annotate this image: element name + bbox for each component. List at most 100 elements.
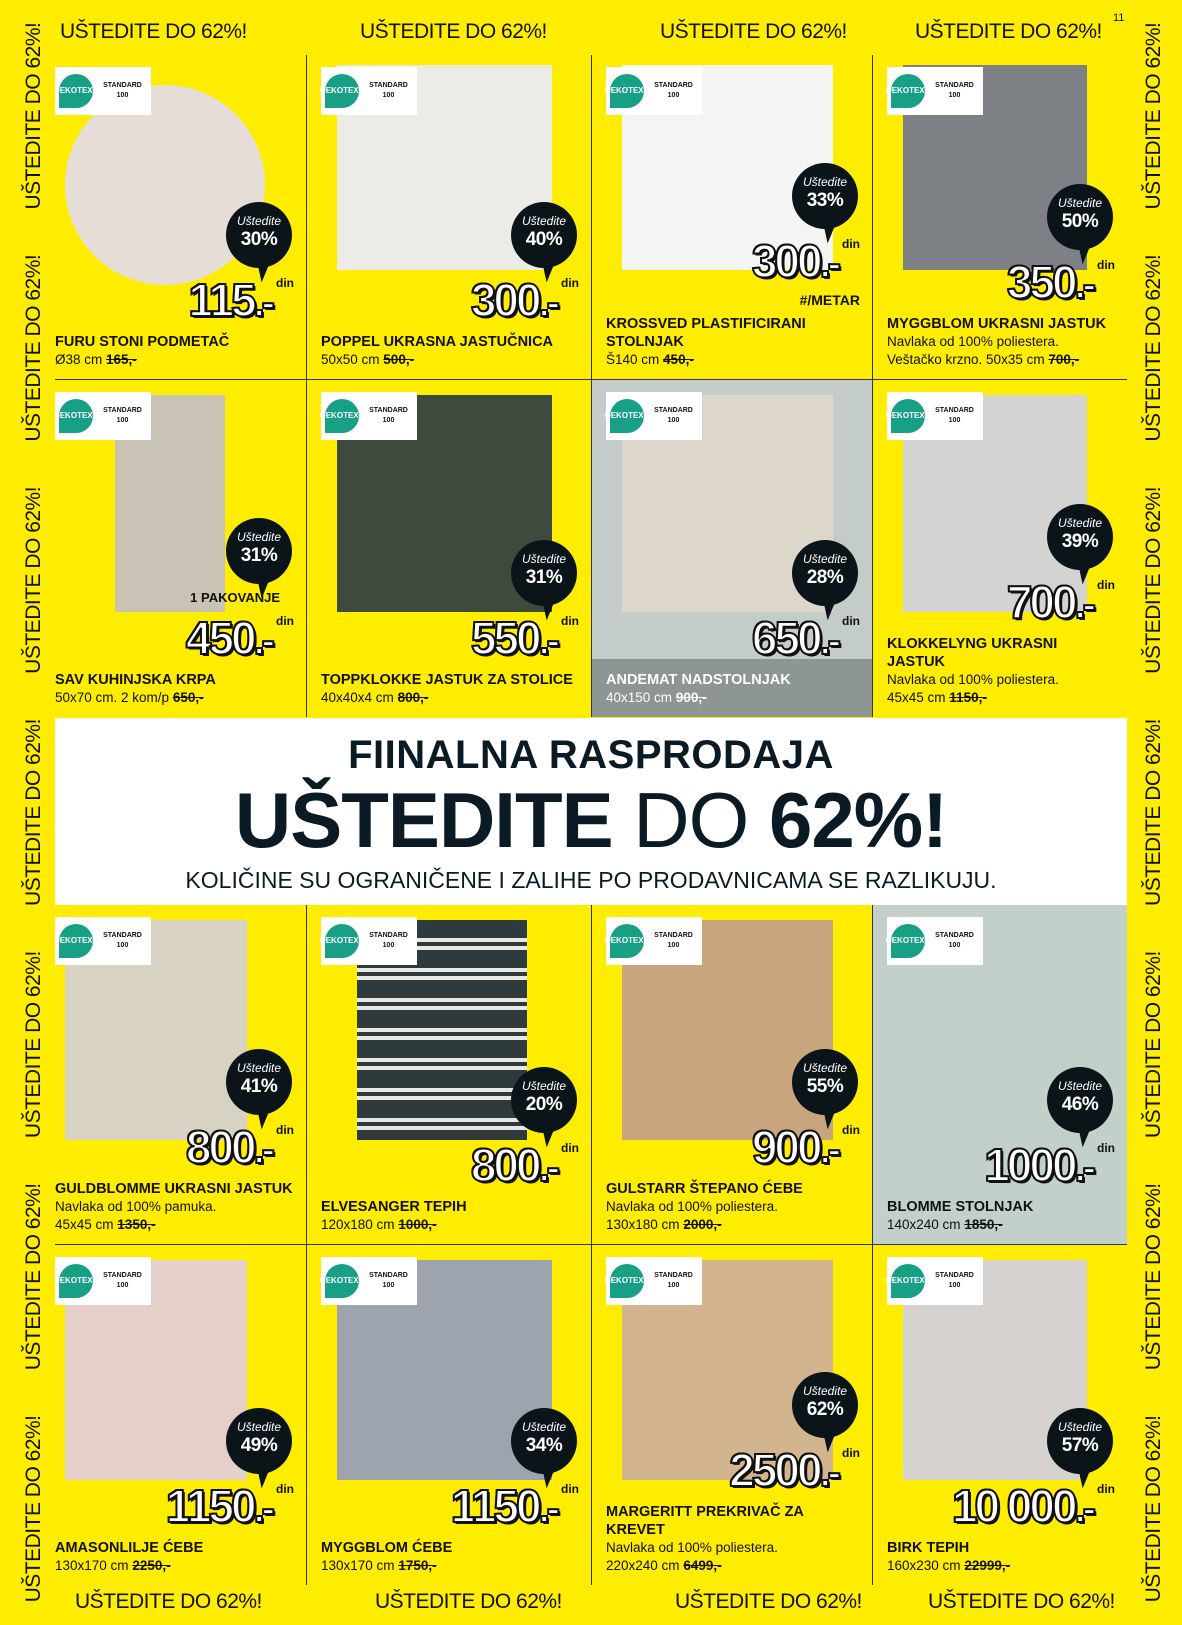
old-price: 2000,- [683,1217,722,1232]
price-value: 1150.- [165,1481,276,1533]
product-card[interactable]: OEKO TEX® STANDARD 100 Uštedite 20% 800.- din EL… [307,905,592,1245]
side-slogan: UŠTEDITE DO 62%! [22,951,45,1139]
size-text: Š140 cm [606,352,660,367]
oeko-standard-number: 100 [116,417,129,424]
size-text: 45x45 cm [887,690,946,705]
price-suffix: .- [538,280,562,326]
oeko-standard-label: STANDARD [369,82,408,89]
oeko-standard: STANDARD 100 [930,406,979,426]
oeko-standard-number: 100 [382,1282,395,1289]
product-size: Š140 cm 450,- [606,351,860,369]
savings-label: Uštedite [802,1384,848,1398]
product-card[interactable]: OEKO TEX® STANDARD 100 Uštedite 40% 300.- din PO… [307,55,592,380]
product-description: Navlaka od 100% poliestera. [887,334,1059,349]
side-slogan: UŠTEDITE DO 62%! [1142,1415,1165,1603]
currency-label: din [842,1123,860,1137]
product-card[interactable]: OEKO TEX® STANDARD 100 Uštedite 31% 1 PAKOVANJ… [55,380,307,717]
oeko-brand: TEX® [343,86,365,95]
oeko-tex-badge: OEKO TEX® STANDARD 100 [886,392,983,440]
product-name: KROSSVED PLASTIFICIRANI STOLNJAK [606,316,806,350]
product-name: FURU STONI PODMETAČ [55,334,230,350]
old-price: 165,- [106,352,137,367]
side-slogan: UŠTEDITE DO 62%! [1142,254,1165,442]
product-card[interactable]: OEKO TEX® STANDARD 100 Uštedite 33% 300.- din #/… [592,55,873,380]
old-price: 450,- [663,352,694,367]
price-tag: 350.- din [1006,257,1115,309]
savings-bubble: Uštedite 49% [226,1408,292,1474]
oeko-tex-badge: OEKO TEX® STANDARD 100 [605,917,702,965]
savings-percent: 50% [1061,211,1099,232]
product-card[interactable]: OEKO TEX® STANDARD 100 Uštedite 57% 10 000.- di… [873,1245,1127,1585]
oeko-standard-label: STANDARD [654,1272,693,1279]
price-amount: 800 [470,1139,543,1191]
old-price: 1350,- [117,1217,156,1232]
oeko-tex-badge: OEKO TEX® STANDARD 100 [320,67,417,115]
price-tag: 300.- din [751,236,860,288]
price-suffix: .- [253,1127,277,1173]
oeko-standard-label: STANDARD [369,1272,408,1279]
left-side-slogans: UŠTEDITE DO 62%! UŠTEDITE DO 62%! UŠTEDITE… [14,0,54,1625]
currency-label: din [276,276,294,290]
product-card[interactable]: OEKO TEX® STANDARD 100 Uštedite 62% 2500.- din M… [592,1245,873,1585]
product-description: Navlaka od 100% pamuka. [55,1199,217,1214]
price-suffix: .- [253,618,277,664]
product-card[interactable]: OEKO TEX® STANDARD 100 Uštedite 31% 550.- din TO… [307,380,592,717]
footer-slogan: UŠTEDITE DO 62%! [75,1590,262,1613]
savings-bubble: Uštedite 41% [226,1049,292,1115]
savings-percent: 62% [806,1399,844,1420]
price-suffix: .- [538,1486,562,1532]
name-bar [592,659,872,717]
oeko-tex-badge: OEKO TEX® STANDARD 100 [320,917,417,965]
savings-label: Uštedite [236,214,282,228]
old-price: 500,- [383,352,415,367]
price-value: 800.- [470,1139,561,1192]
size-text: 40x150 cm [606,690,673,705]
side-slogan: UŠTEDITE DO 62%! [22,1183,45,1371]
product-size: 40x150 cm 900,- [606,689,860,707]
savings-bubble: Uštedite 34% [511,1408,577,1474]
savings-label: Uštedite [236,1061,282,1075]
oeko-tex-logo: OEKO TEX® [605,1264,650,1298]
product-name: MYGGBLOM ĆEBE [321,1540,453,1556]
product-card[interactable]: OEKO TEX® STANDARD 100 Uštedite 55% 900.- din GU… [592,905,873,1245]
oeko-tex-logo: OEKO TEX® [55,924,99,958]
savings-percent: 31% [525,567,563,588]
oeko-tex-badge: OEKO TEX® STANDARD 100 [55,392,151,440]
product-card[interactable]: OEKO TEX® STANDARD 100 Uštedite 46% 1000.- din B… [873,905,1127,1245]
oeko-standard: STANDARD 100 [930,1271,979,1291]
oeko-standard-label: STANDARD [935,82,974,89]
size-text: 130x180 cm [606,1217,680,1232]
product-name: ELVESANGER TEPIH [321,1199,467,1215]
oeko-tex-badge: OEKO TEX® STANDARD 100 [55,1257,151,1305]
oeko-standard-label: STANDARD [935,932,974,939]
currency-label: din [1097,258,1115,272]
product-card[interactable]: OEKO TEX® STANDARD 100 Uštedite 30% 115.- din FU… [55,55,307,380]
product-size: 130x170 cm 1750,- [321,1557,579,1575]
currency-label: din [276,614,294,628]
price-value: 300.- [470,275,562,327]
price-value: 10 000.- [951,1481,1097,1533]
price-amount: 800 [185,1121,258,1173]
product-card[interactable]: OEKO TEX® STANDARD 100 Uštedite 49% 1150.- din A… [55,1245,307,1585]
price-value: 350.- [1006,257,1097,309]
size-text: 220x240 cm [606,1558,680,1573]
savings-label: Uštedite [802,1061,848,1075]
oeko-brand: OEKO [604,86,629,95]
oeko-standard-number: 100 [667,92,680,99]
product-card[interactable]: OEKO TEX® STANDARD 100 Uštedite 50% 350.- din MY… [873,55,1127,380]
footer-slogan: UŠTEDITE DO 62%! [675,1590,862,1613]
oeko-standard-number: 100 [382,942,395,949]
oeko-tex-logo: OEKO TEX® [55,1264,99,1298]
product-card[interactable]: OEKO TEX® STANDARD 100 Uštedite 41% 800.- din GU… [55,905,307,1245]
side-slogan: UŠTEDITE DO 62%! [22,486,45,674]
old-price: 700,- [1048,352,1080,367]
product-card[interactable]: OEKO TEX® STANDARD 100 Uštedite 28% 650.- din AN… [592,380,873,717]
product-card[interactable]: OEKO TEX® STANDARD 100 Uštedite 34% 1150.- din M… [307,1245,592,1585]
side-slogan: UŠTEDITE DO 62%! [1142,486,1165,674]
oeko-brand: OEKO [885,86,910,95]
oeko-tex-badge: OEKO TEX® STANDARD 100 [55,67,151,115]
size-text: 140x240 cm [887,1217,961,1232]
price-amount: 550 [470,612,543,664]
currency-label: din [842,614,860,628]
product-card[interactable]: OEKO TEX® STANDARD 100 Uštedite 39% 700.- din KL… [873,380,1127,717]
